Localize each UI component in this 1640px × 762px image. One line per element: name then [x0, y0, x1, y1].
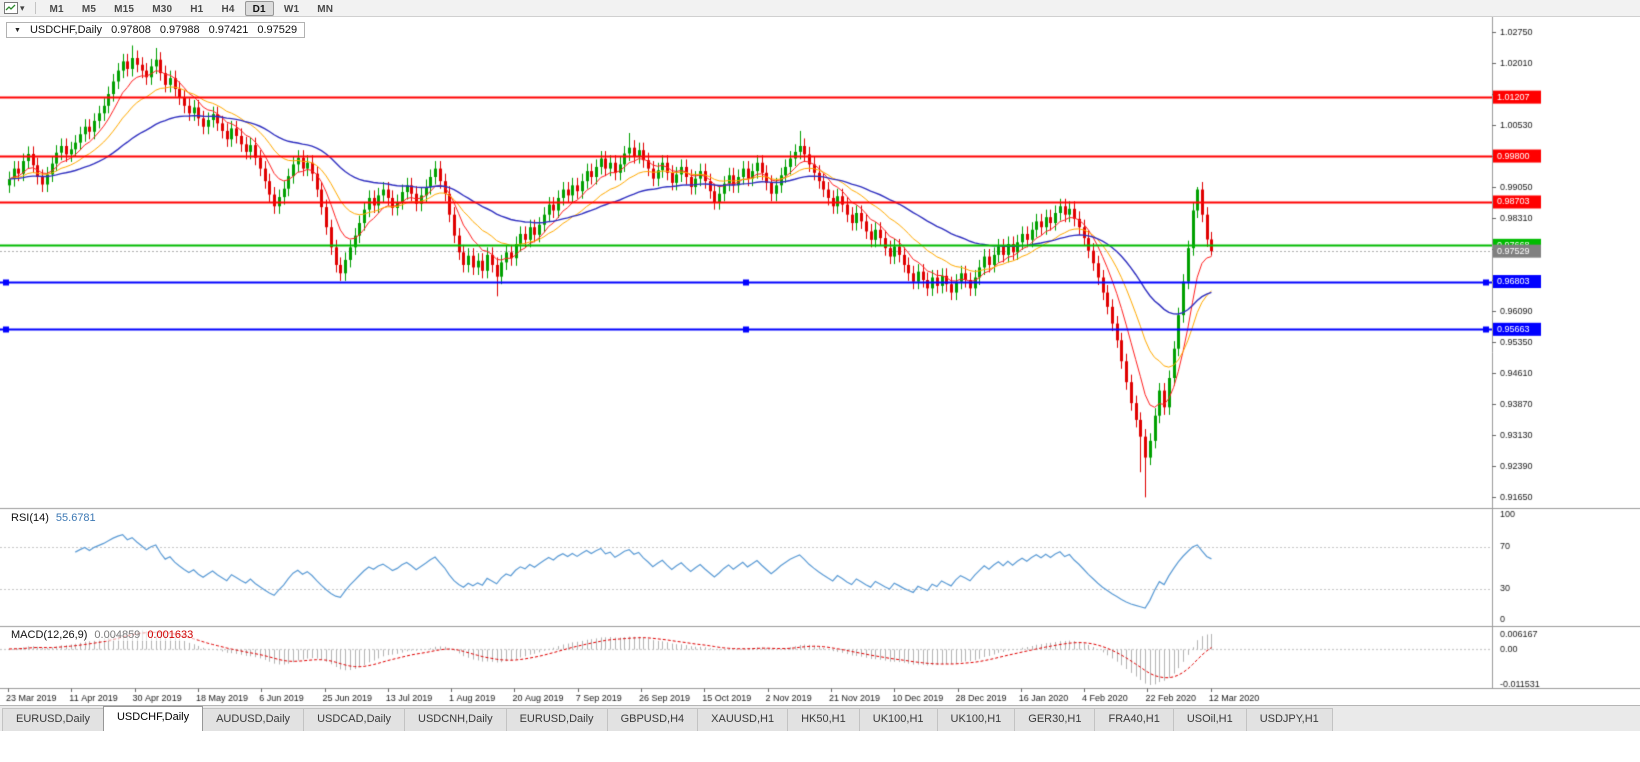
chart-tab-uk100-h1[interactable]: UK100,H1	[858, 708, 938, 731]
timeframe-button-m15[interactable]: M15	[114, 3, 135, 15]
symbol-title: USDCHF,Daily	[29, 24, 103, 36]
chart-tab-uk100-h1[interactable]: UK100,H1	[936, 708, 1016, 731]
ohlc-high: 0.97988	[159, 24, 200, 36]
price-chart-canvas[interactable]	[0, 17, 1640, 705]
timeframe-button-h1[interactable]: H1	[190, 3, 204, 15]
chart-tab-usdcnh-daily[interactable]: USDCNH,Daily	[404, 708, 507, 731]
macd-main-value: 0.004859	[94, 629, 141, 641]
chart-tab-audusd-daily[interactable]: AUDUSD,Daily	[202, 708, 305, 731]
timeframe-button-m30[interactable]: M30	[152, 3, 173, 15]
toolbar: ▾ M1 M5 M15 M30 H1 H4 D1 W1 MN	[0, 0, 1640, 17]
chart-tab-usdchf-daily[interactable]: USDCHF,Daily	[102, 706, 204, 731]
new-chart-icon[interactable]	[4, 2, 18, 14]
chart-tab-ger30-h1[interactable]: GER30,H1	[1014, 708, 1096, 731]
chart-tab-usdcad-daily[interactable]: USDCAD,Daily	[303, 708, 406, 731]
chart-tab-gbpusd-h4[interactable]: GBPUSD,H4	[606, 708, 699, 731]
macd-indicator-label: MACD(12,26,9) 0.004859 0.001633	[8, 629, 197, 641]
timeframe-button-group: M1 M5 M15 M30 H1 H4 D1 W1 MN	[42, 0, 342, 16]
chart-dropdown-caret-icon[interactable]: ▾	[20, 2, 25, 13]
rsi-value: 55.6781	[55, 512, 96, 524]
timeframe-button-h4[interactable]: H4	[221, 3, 235, 15]
symbol-info-box[interactable]: ▼ USDCHF,Daily 0.97808 0.97988 0.97421 0…	[6, 22, 306, 38]
chart-tab-xauusd-h1[interactable]: XAUUSD,H1	[697, 708, 789, 731]
ohlc-low: 0.97421	[208, 24, 249, 36]
timeframe-button-m5[interactable]: M5	[81, 3, 97, 15]
ohlc-open: 0.97808	[111, 24, 151, 36]
rsi-name: RSI(14)	[11, 512, 49, 524]
timeframe-button-w1[interactable]: W1	[283, 3, 300, 15]
chart-tab-usoil-h1[interactable]: USOil,H1	[1172, 708, 1247, 731]
symbol-dropdown-icon: ▼	[14, 26, 21, 34]
rsi-indicator-label: RSI(14) 55.6781	[8, 512, 99, 524]
ohlc-close: 0.97529	[257, 24, 298, 36]
macd-signal-value: 0.001633	[147, 629, 194, 641]
timeframe-button-mn[interactable]: MN	[317, 3, 334, 15]
chart-tab-bar: EURUSD,Daily USDCHF,Daily AUDUSD,Daily USDC…	[0, 705, 1640, 731]
chart-tab-hk50-h1[interactable]: HK50,H1	[787, 708, 860, 731]
chart-tab-eurusd-daily[interactable]: EURUSD,Daily	[505, 708, 608, 731]
chart-tab-eurusd-daily[interactable]: EURUSD,Daily	[2, 708, 104, 731]
status-area	[0, 731, 1640, 762]
timeframe-button-d1[interactable]: D1	[244, 0, 274, 16]
timeframe-button-m1[interactable]: M1	[49, 3, 64, 15]
chart-tab-fra40-h1[interactable]: FRA40,H1	[1094, 708, 1174, 731]
chart-tab-usdjpy-h1[interactable]: USDJPY,H1	[1245, 708, 1333, 731]
toolbar-separator	[34, 2, 36, 14]
macd-name: MACD(12,26,9)	[11, 629, 88, 641]
